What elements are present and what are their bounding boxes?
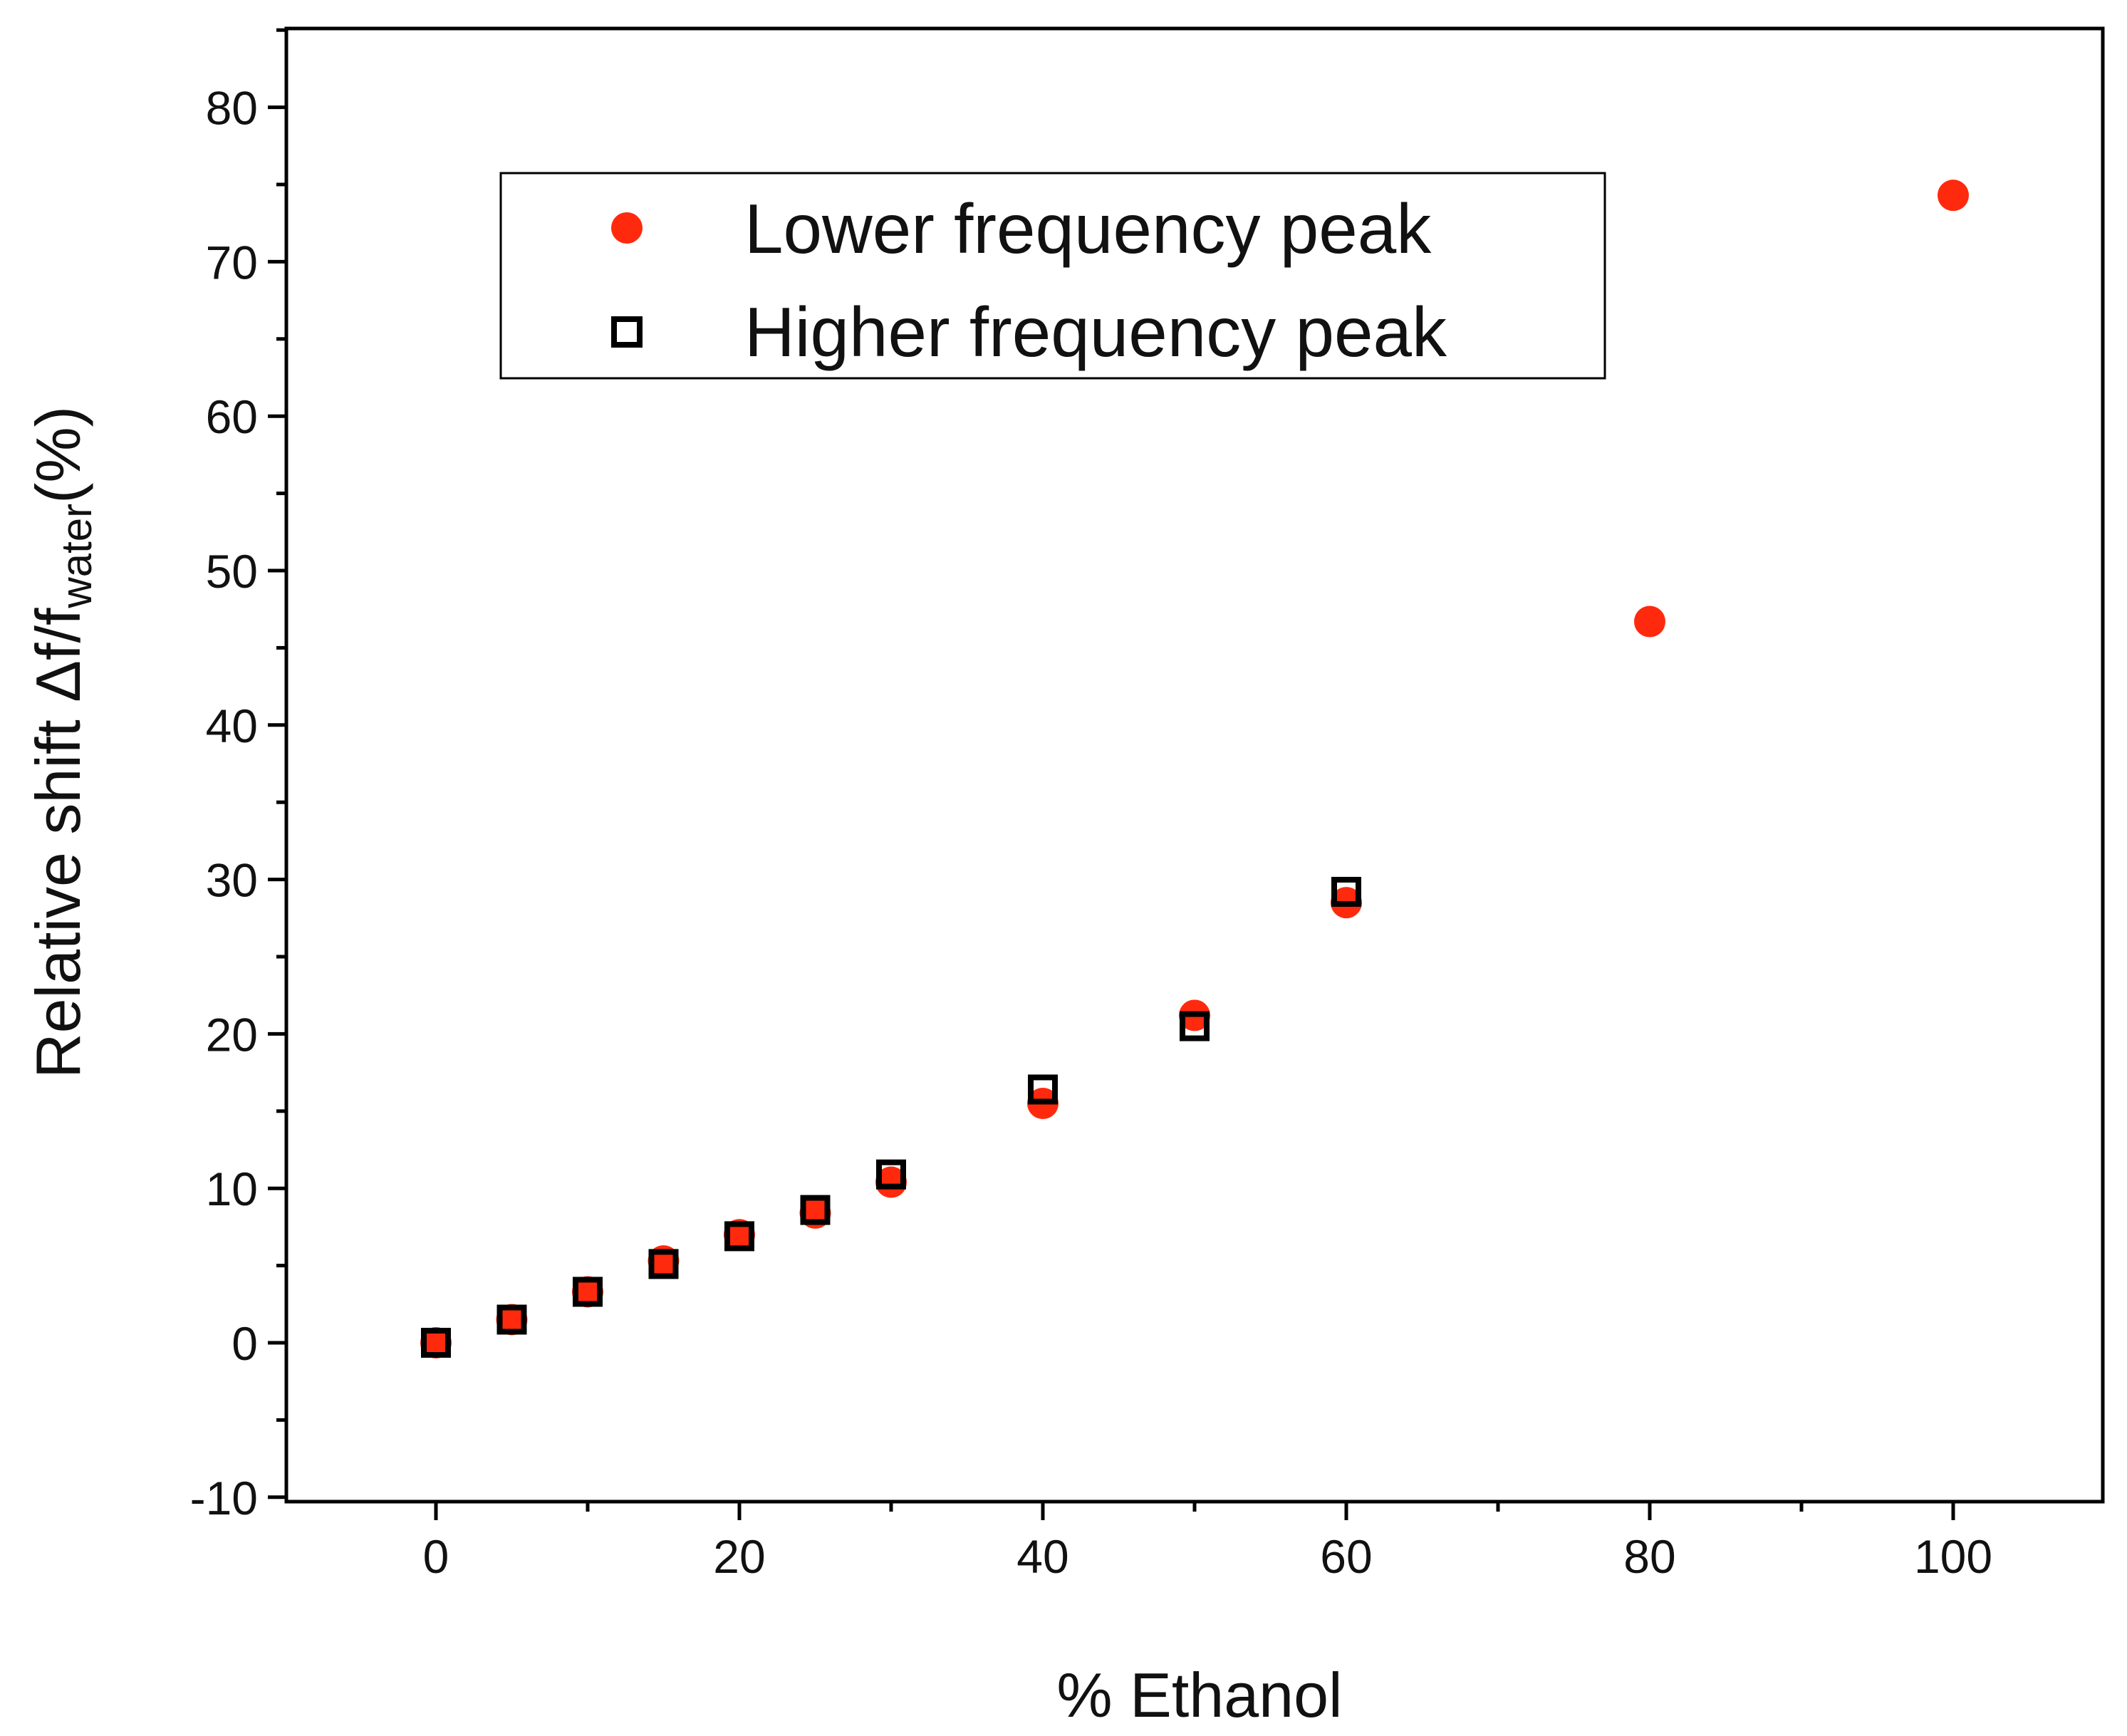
legend-marker-higher (611, 316, 643, 348)
y-axis-ticks: -10 0 10 20 30 40 50 60 70 80 (190, 28, 286, 1524)
legend: Lower frequency peak Higher frequency pe… (499, 172, 1606, 380)
y-axis-title: Relative shift Δf/fwater(%) (23, 406, 100, 1078)
legend-label-lower: Lower frequency peak (744, 189, 1432, 268)
y-tick-label: 50 (206, 545, 258, 598)
y-tick-label: 80 (206, 82, 258, 135)
lower-frequency-point (572, 1276, 603, 1308)
higher-frequency-point (648, 1249, 679, 1279)
y-tick-label: -10 (190, 1472, 258, 1524)
y-tick-label: 20 (206, 1008, 258, 1061)
x-tick-label: 60 (1320, 1530, 1372, 1583)
x-tick-label: 100 (1914, 1530, 1992, 1583)
lower-frequency-point (496, 1304, 528, 1336)
x-tick-label: 80 (1623, 1530, 1675, 1583)
y-axis-title-main: Relative shift Δf/f (23, 608, 93, 1078)
lower-frequency-point (420, 1327, 452, 1358)
y-tick-label: 10 (206, 1163, 258, 1215)
legend-box (499, 172, 1606, 380)
higher-frequency-point (421, 1328, 451, 1358)
lower-frequency-point (875, 1166, 907, 1198)
data-series (420, 180, 1969, 1358)
higher-frequency-point (496, 1304, 527, 1335)
y-tick-label: 30 (206, 854, 258, 907)
y-axis-title-subscript: water (53, 504, 100, 609)
y-tick-label: 40 (206, 700, 258, 752)
y-tick-label: 70 (206, 236, 258, 289)
x-tick-label: 20 (713, 1530, 765, 1583)
x-axis-ticks: 0 20 40 60 80 100 (423, 1502, 1992, 1583)
higher-frequency-point (1028, 1074, 1058, 1105)
x-tick-label: 0 (423, 1530, 449, 1583)
higher-frequency-point (876, 1159, 906, 1190)
y-axis-title-suffix: (%) (23, 406, 93, 504)
higher-frequency-point (800, 1195, 831, 1225)
legend-label-higher: Higher frequency peak (744, 293, 1447, 371)
higher-frequency-point (573, 1277, 603, 1307)
lower-frequency-point (1634, 605, 1665, 638)
x-axis-title: % Ethanol (1056, 1660, 1342, 1730)
higher-frequency-point (1331, 876, 1361, 907)
higher-frequency-point (724, 1221, 754, 1252)
y-tick-label: 0 (232, 1317, 258, 1370)
y-tick-label: 60 (206, 390, 258, 443)
legend-marker-lower (611, 212, 643, 244)
higher-frequency-point (1180, 1011, 1210, 1041)
x-tick-label: 40 (1016, 1530, 1068, 1583)
lower-frequency-point (1938, 180, 1969, 212)
